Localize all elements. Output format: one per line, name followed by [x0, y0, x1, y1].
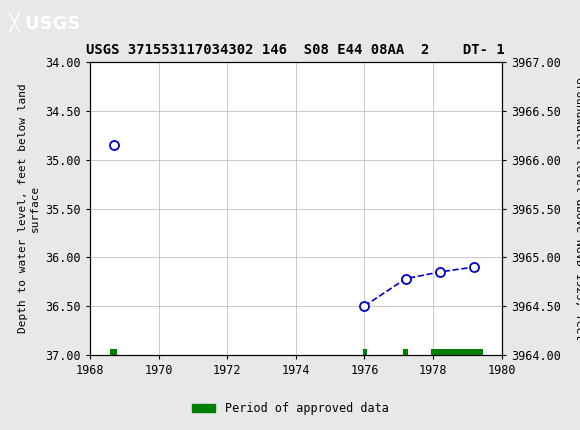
Bar — [362, 349, 367, 355]
Text: ╳ USGS: ╳ USGS — [9, 12, 81, 33]
Legend: Period of approved data: Period of approved data — [187, 397, 393, 420]
Bar — [432, 349, 483, 355]
Y-axis label: Depth to water level, feet below land
surface: Depth to water level, feet below land su… — [18, 84, 39, 333]
Bar — [110, 349, 117, 355]
Y-axis label: Groundwater level above NGVD 1929, feet: Groundwater level above NGVD 1929, feet — [575, 77, 580, 340]
Title: USGS 371553117034302 146  S08 E44 08AA  2    DT- 1: USGS 371553117034302 146 S08 E44 08AA 2 … — [86, 43, 505, 57]
Bar — [403, 349, 408, 355]
